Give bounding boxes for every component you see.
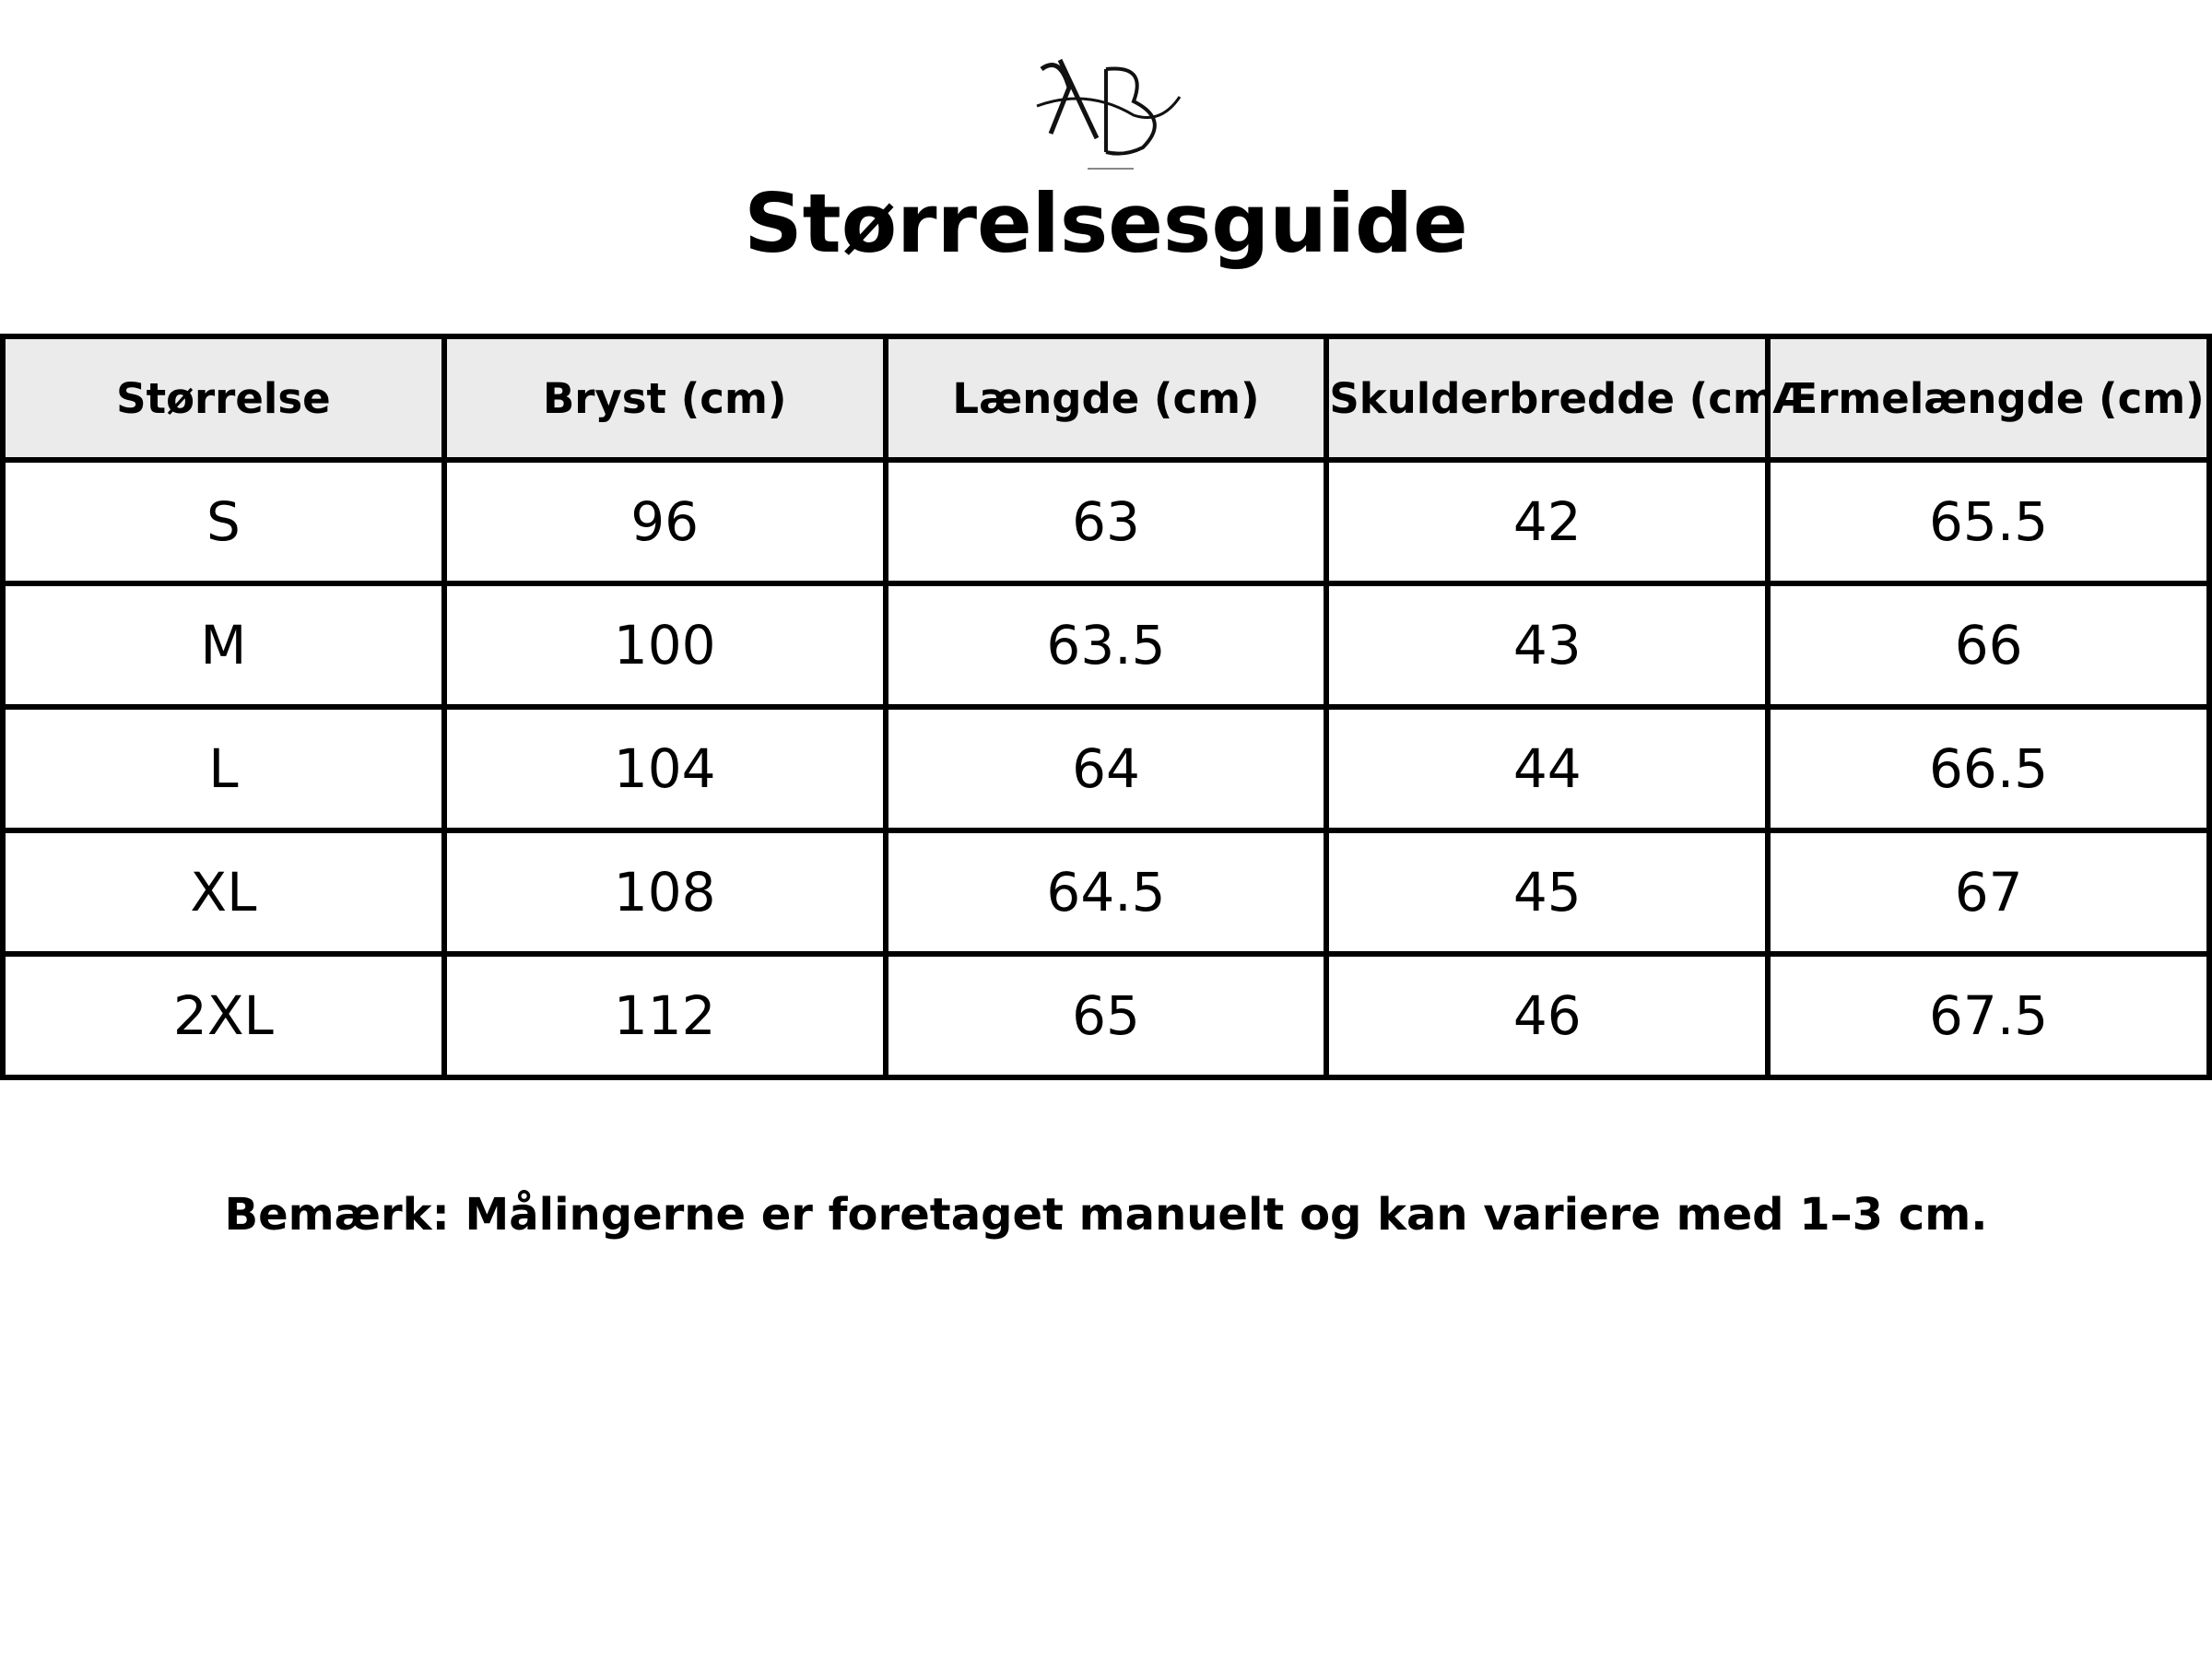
table-cell: 63.5: [882, 581, 1330, 710]
table-cell: 65: [882, 951, 1330, 1080]
table-cell: 64: [882, 704, 1330, 833]
table-head: Størrelse Bryst (cm) Længde (cm) Skulderbre…: [0, 334, 2212, 463]
table-cell: 67.5: [1765, 951, 2212, 1080]
brand-logo: [1036, 58, 1182, 170]
column-header: Skulderbredde (cm): [1324, 334, 1771, 463]
table-cell: 104: [441, 704, 888, 833]
table-cell: L: [0, 704, 447, 833]
table-cell: 2XL: [0, 951, 447, 1080]
column-header: Længde (cm): [882, 334, 1330, 463]
table-row: XL 108 64.5 45 67: [0, 828, 2212, 957]
table-row: S 96 63 42 65.5: [0, 457, 2212, 586]
table-cell: 65.5: [1765, 457, 2212, 586]
table-row: L 104 64 44 66.5: [0, 704, 2212, 833]
table-cell: 45: [1324, 828, 1771, 957]
table-cell: 66.5: [1765, 704, 2212, 833]
table-body: S 96 63 42 65.5 M 100 63.5 43 66 L 104 64 44 66.5 XL 108…: [0, 457, 2212, 1080]
table-cell: 100: [441, 581, 888, 710]
table-cell: 64.5: [882, 828, 1330, 957]
table-cell: 44: [1324, 704, 1771, 833]
table-cell: 108: [441, 828, 888, 957]
size-table: Størrelse Bryst (cm) Længde (cm) Skulderbre…: [0, 334, 2212, 1080]
page-title: Størrelsesguide: [744, 176, 1468, 271]
table-cell: 66: [1765, 581, 2212, 710]
table-cell: S: [0, 457, 447, 586]
table-cell: 46: [1324, 951, 1771, 1080]
column-header: Bryst (cm): [441, 334, 888, 463]
table-cell: 63: [882, 457, 1330, 586]
column-header: Størrelse: [0, 334, 447, 463]
column-header: Ærmelængde (cm): [1765, 334, 2212, 463]
table-cell: 67: [1765, 828, 2212, 957]
header-row: Størrelse Bryst (cm) Længde (cm) Skulderbre…: [0, 334, 2212, 463]
table-cell: 43: [1324, 581, 1771, 710]
table-row: 2XL 112 65 46 67.5: [0, 951, 2212, 1080]
table-cell: XL: [0, 828, 447, 957]
table-cell: M: [0, 581, 447, 710]
table-cell: 96: [441, 457, 888, 586]
table-cell: 112: [441, 951, 888, 1080]
table-cell: 42: [1324, 457, 1771, 586]
note: Bemærk: Målingerne er foretaget manuelt …: [224, 1189, 1988, 1241]
table-row: M 100 63.5 43 66: [0, 581, 2212, 710]
